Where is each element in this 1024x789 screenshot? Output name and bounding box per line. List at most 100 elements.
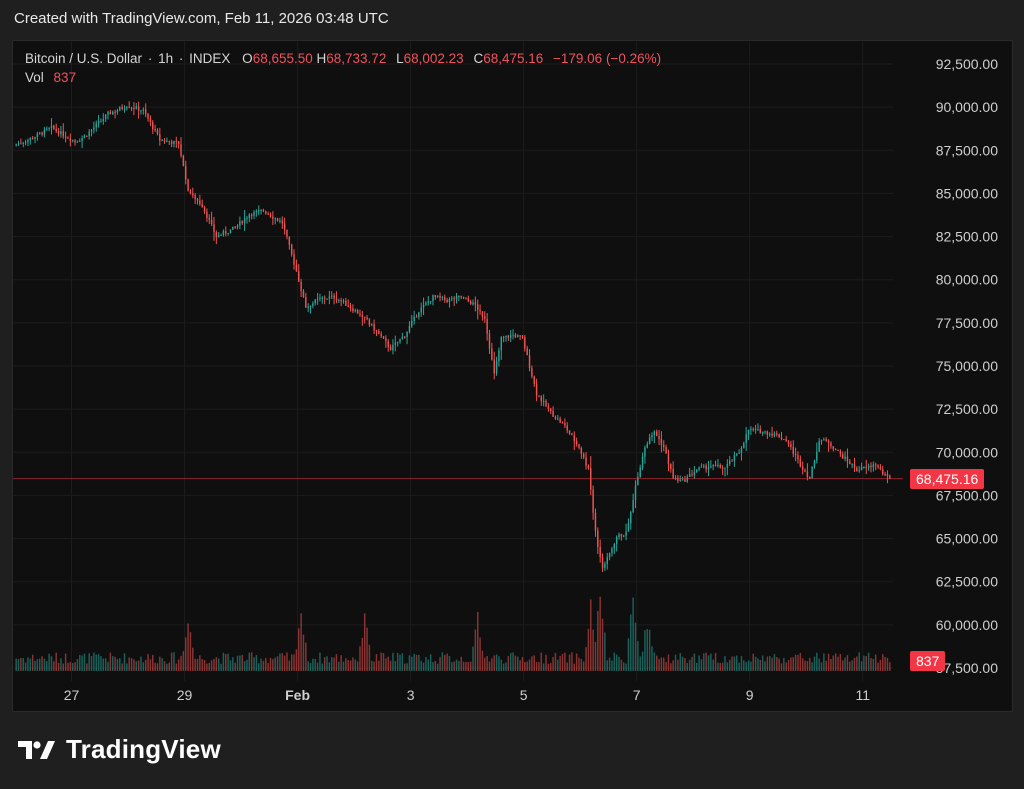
candle-body bbox=[738, 452, 740, 454]
candle-body bbox=[31, 137, 34, 139]
volume-bar bbox=[422, 662, 425, 671]
volume-bar bbox=[170, 652, 173, 671]
volume-bar bbox=[257, 663, 260, 671]
volume-bar bbox=[491, 658, 493, 671]
candle-body bbox=[60, 131, 62, 135]
volume-bar bbox=[203, 660, 206, 671]
candle-body bbox=[641, 456, 644, 468]
candle-body bbox=[27, 140, 29, 143]
volume-bar bbox=[700, 659, 703, 671]
candle-body bbox=[601, 557, 604, 568]
candle-body bbox=[458, 296, 460, 298]
candle-body bbox=[74, 140, 76, 143]
volume-bar bbox=[107, 661, 109, 671]
volume-bar bbox=[53, 661, 55, 671]
volume-bar bbox=[109, 652, 112, 671]
candle-body bbox=[481, 311, 484, 317]
candle-body bbox=[841, 453, 844, 459]
candle-body bbox=[316, 298, 319, 300]
candle-body bbox=[189, 190, 192, 194]
candle-body bbox=[140, 110, 142, 112]
volume-bar bbox=[323, 657, 326, 671]
volume-bar bbox=[396, 652, 399, 671]
price-chart[interactable]: 92,500.00 90,000.00 87,500.00 85,000.00 82,5… bbox=[13, 41, 1012, 711]
volume-bar bbox=[276, 656, 279, 671]
candle-body bbox=[276, 218, 279, 221]
candle-body bbox=[243, 218, 246, 224]
candle-body bbox=[20, 143, 22, 145]
candle-body bbox=[846, 456, 849, 462]
candle-body bbox=[632, 499, 634, 513]
volume-bar bbox=[295, 649, 298, 671]
candle-body bbox=[387, 341, 389, 348]
candle-body bbox=[630, 512, 632, 524]
candle-body bbox=[507, 335, 510, 338]
volume-bar bbox=[561, 654, 564, 671]
candle-body bbox=[561, 422, 564, 424]
volume-bar bbox=[874, 654, 877, 671]
candle-body bbox=[580, 447, 583, 454]
volume-bar bbox=[260, 658, 262, 671]
volume-bar bbox=[213, 658, 215, 671]
candle-body bbox=[57, 131, 60, 135]
candle-body bbox=[50, 125, 53, 128]
candle-body bbox=[17, 143, 20, 145]
candle-body bbox=[728, 460, 731, 465]
legend-close: C68,475.16 bbox=[473, 51, 544, 66]
volume-bar bbox=[274, 657, 276, 671]
candle-body bbox=[333, 295, 335, 299]
candle-body bbox=[29, 137, 32, 141]
volume-bar bbox=[846, 655, 849, 671]
candle-body bbox=[363, 316, 366, 318]
candle-body bbox=[502, 337, 505, 339]
candle-body bbox=[406, 331, 408, 337]
volume-bar bbox=[184, 637, 187, 671]
volume-bar bbox=[597, 610, 599, 671]
volume-bar bbox=[210, 660, 213, 671]
candle-body bbox=[618, 534, 620, 538]
candle-body bbox=[62, 131, 65, 137]
volume-bar bbox=[88, 653, 90, 671]
volume-bar bbox=[498, 656, 500, 671]
price-tick-label: 67,500.00 bbox=[936, 487, 998, 503]
tradingview-logo-icon bbox=[18, 740, 55, 759]
candle-body bbox=[778, 434, 780, 438]
time-tick-label: 5 bbox=[520, 687, 528, 703]
volume-bar bbox=[500, 659, 503, 671]
candle-body bbox=[168, 140, 170, 142]
candle-body bbox=[660, 439, 663, 445]
candle-body bbox=[154, 129, 156, 131]
volume-bar bbox=[752, 653, 754, 671]
volume-bar bbox=[738, 662, 740, 671]
candle-body bbox=[314, 299, 316, 304]
candle-body bbox=[559, 418, 561, 423]
volume-bar bbox=[580, 658, 583, 671]
legend-exchange: INDEX bbox=[189, 51, 231, 66]
candle-body bbox=[356, 309, 359, 314]
volume-bar bbox=[133, 659, 135, 671]
volume-bar bbox=[889, 662, 891, 671]
candle-body bbox=[55, 128, 57, 132]
volume-bar bbox=[403, 663, 406, 671]
candle-body bbox=[648, 437, 651, 444]
time-tick-label: 7 bbox=[633, 687, 641, 703]
volume-bar bbox=[349, 660, 352, 671]
legend-symbol: Bitcoin / U.S. Dollar bbox=[25, 51, 143, 66]
candle-body bbox=[547, 406, 550, 409]
candle-body bbox=[196, 198, 199, 201]
candle-body bbox=[444, 297, 446, 301]
volume-bar bbox=[36, 659, 39, 671]
volume-bar bbox=[705, 652, 707, 671]
price-tick-label: 70,000.00 bbox=[936, 444, 998, 460]
volume-bar bbox=[330, 657, 333, 671]
volume-bar bbox=[688, 659, 691, 671]
candle-body bbox=[877, 465, 879, 467]
candle-body bbox=[156, 129, 159, 134]
candle-body bbox=[564, 423, 566, 426]
volume-bar bbox=[253, 657, 255, 671]
time-tick-label: 29 bbox=[177, 687, 193, 703]
candle-body bbox=[352, 308, 354, 312]
volume-bar bbox=[849, 661, 851, 671]
candle-body bbox=[220, 234, 222, 236]
chart-frame[interactable]: 92,500.00 90,000.00 87,500.00 85,000.00 82,5… bbox=[12, 40, 1013, 712]
